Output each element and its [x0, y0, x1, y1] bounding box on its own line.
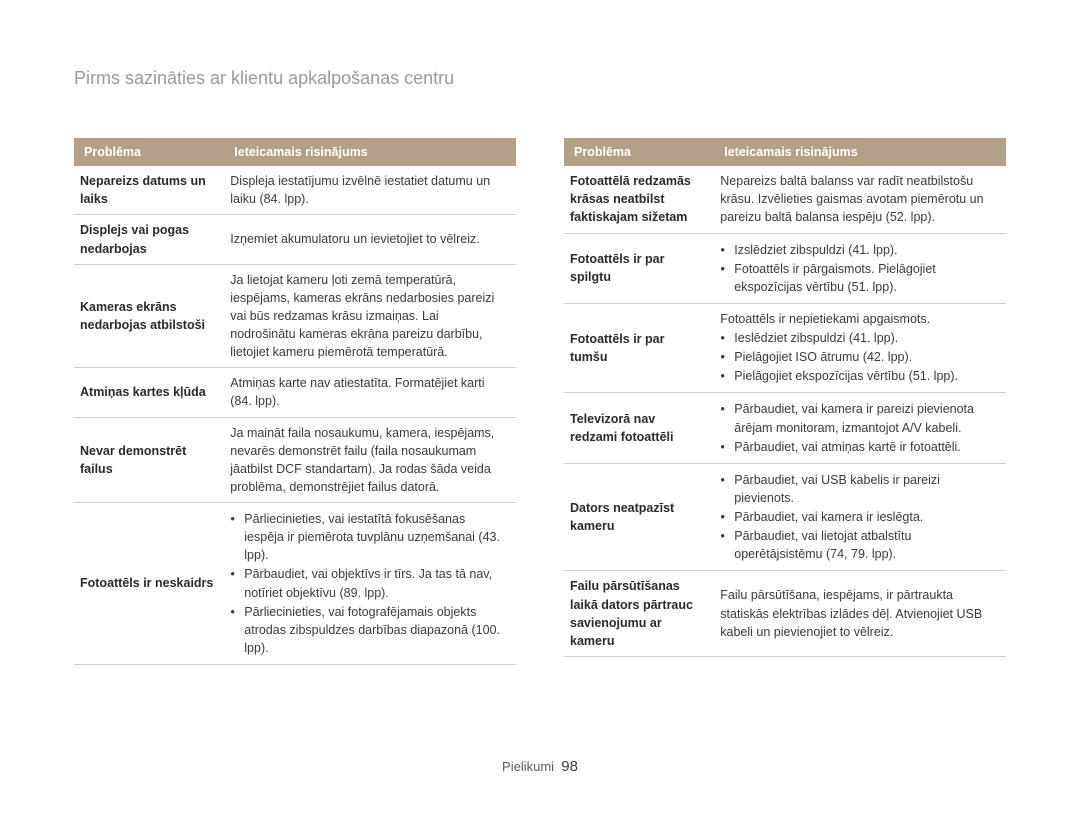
table-row: Fotoattēls ir neskaidrsPārliecinieties, …	[74, 503, 516, 665]
solution-cell: Ja maināt faila nosaukumu, kamera, iespē…	[224, 417, 516, 503]
solution-list: Izslēdziet zibspuldzi (41. lpp).Fotoattē…	[720, 241, 996, 296]
list-item: Pārbaudiet, vai objektīvs ir tīrs. Ja ta…	[230, 565, 506, 601]
list-item: Pārliecinieties, vai iestatītā fokusēšan…	[230, 510, 506, 564]
content-columns: Problēma Ieteicamais risinājums Nepareiz…	[74, 138, 1006, 665]
table-row: Kameras ekrāns nedarbojas atbilstošiJa l…	[74, 264, 516, 368]
problem-cell: Kameras ekrāns nedarbojas atbilstoši	[74, 264, 224, 368]
solution-text: Atmiņas karte nav atiestatīta. Formatēji…	[230, 374, 506, 410]
solution-cell: Ja lietojat kameru ļoti zemā temperatūrā…	[224, 264, 516, 368]
solution-cell: Izslēdziet zibspuldzi (41. lpp).Fotoattē…	[714, 233, 1006, 303]
solution-text: Izņemiet akumulatoru un ievietojiet to v…	[230, 230, 506, 248]
table-row: Televizorā nav redzami fotoattēliPārbaud…	[564, 393, 1006, 463]
solution-cell: Izņemiet akumulatoru un ievietojiet to v…	[224, 215, 516, 264]
page-footer: Pielikumi 98	[0, 758, 1080, 775]
solution-cell: Fotoattēls ir nepietiekami apgaismots.Ie…	[714, 303, 1006, 393]
table-row: Atmiņas kartes kļūdaAtmiņas karte nav at…	[74, 368, 516, 417]
solution-cell: Pārbaudiet, vai USB kabelis ir pareizi p…	[714, 463, 1006, 571]
problem-cell: Fotoattēlā redzamās krāsas neatbilst fak…	[564, 166, 714, 233]
solution-list: Ieslēdziet zibspuldzi (41. lpp).Pielāgoj…	[720, 329, 996, 385]
list-item: Pārbaudiet, vai atmiņas kartē ir fotoatt…	[720, 438, 996, 456]
solution-cell: Pārbaudiet, vai kamera ir pareizi pievie…	[714, 393, 1006, 463]
table-row: Displejs vai pogas nedarbojas Izņemiet ak…	[74, 215, 516, 264]
table-row: Fotoattēls ir par tumšuFotoattēls ir nep…	[564, 303, 1006, 393]
footer-section-label: Pielikumi	[502, 759, 554, 774]
problem-cell: Nepareizs datums un laiks	[74, 166, 224, 215]
table-header-solution: Ieteicamais risinājums	[714, 138, 1006, 166]
list-item: Pielāgojiet ISO ātrumu (42. lpp).	[720, 348, 996, 366]
table-row: Fotoattēlā redzamās krāsas neatbilst fak…	[564, 166, 1006, 233]
solution-text: Displeja iestatījumu izvēlnē iestatiet d…	[230, 172, 506, 208]
table-row: Failu pārsūtīšanas laikā dators pārtrauc…	[564, 571, 1006, 657]
list-item: Pielāgojiet ekspozīcijas vērtību (51. lp…	[720, 367, 996, 385]
problem-cell: Fotoattēls ir par tumšu	[564, 303, 714, 393]
table-row: Dators neatpazīst kameruPārbaudiet, vai …	[564, 463, 1006, 571]
problem-cell: Fotoattēls ir neskaidrs	[74, 503, 224, 665]
list-item: Izslēdziet zibspuldzi (41. lpp).	[720, 241, 996, 259]
list-item: Fotoattēls ir pārgaismots. Pielāgojiet e…	[720, 260, 996, 296]
solution-cell: Displeja iestatījumu izvēlnē iestatiet d…	[224, 166, 516, 215]
table-header-solution: Ieteicamais risinājums	[224, 138, 516, 166]
problem-cell: Televizorā nav redzami fotoattēli	[564, 393, 714, 463]
solution-list: Pārbaudiet, vai kamera ir pareizi pievie…	[720, 400, 996, 455]
troubleshooting-table-right: Problēma Ieteicamais risinājums Fotoattē…	[564, 138, 1006, 657]
table-row: Nepareizs datums un laiksDispleja iestat…	[74, 166, 516, 215]
problem-cell: Atmiņas kartes kļūda	[74, 368, 224, 417]
list-item: Pārliecinieties, vai fotografējamais obj…	[230, 603, 506, 657]
solution-text: Ja lietojat kameru ļoti zemā temperatūrā…	[230, 271, 506, 362]
problem-cell: Nevar demonstrēt failus	[74, 417, 224, 503]
problem-cell: Failu pārsūtīšanas laikā dators pārtrauc…	[564, 571, 714, 657]
problem-cell: Displejs vai pogas nedarbojas	[74, 215, 224, 264]
table-row: Nevar demonstrēt failusJa maināt faila n…	[74, 417, 516, 503]
solution-pretext: Fotoattēls ir nepietiekami apgaismots.	[720, 310, 996, 328]
list-item: Pārbaudiet, vai kamera ir pareizi pievie…	[720, 400, 996, 436]
solution-cell: Atmiņas karte nav atiestatīta. Formatēji…	[224, 368, 516, 417]
solution-text: Ja maināt faila nosaukumu, kamera, iespē…	[230, 424, 506, 497]
list-item: Ieslēdziet zibspuldzi (41. lpp).	[720, 329, 996, 347]
footer-page-number: 98	[561, 758, 578, 775]
solution-text: Failu pārsūtīšana, iespējams, ir pārtrau…	[720, 586, 996, 640]
right-column: Problēma Ieteicamais risinājums Fotoattē…	[564, 138, 1006, 665]
solution-list: Pārbaudiet, vai USB kabelis ir pareizi p…	[720, 471, 996, 564]
list-item: Pārbaudiet, vai kamera ir ieslēgta.	[720, 508, 996, 526]
list-item: Pārbaudiet, vai lietojat atbalstītu oper…	[720, 527, 996, 563]
solution-cell: Nepareizs baltā balanss var radīt neatbi…	[714, 166, 1006, 233]
solution-cell: Pārliecinieties, vai iestatītā fokusēšan…	[224, 503, 516, 665]
table-header-problem: Problēma	[564, 138, 714, 166]
left-column: Problēma Ieteicamais risinājums Nepareiz…	[74, 138, 516, 665]
problem-cell: Dators neatpazīst kameru	[564, 463, 714, 571]
solution-cell: Failu pārsūtīšana, iespējams, ir pārtrau…	[714, 571, 1006, 657]
solution-list: Pārliecinieties, vai iestatītā fokusēšan…	[230, 510, 506, 657]
table-header-problem: Problēma	[74, 138, 224, 166]
troubleshooting-table-left: Problēma Ieteicamais risinājums Nepareiz…	[74, 138, 516, 665]
page-title: Pirms sazināties ar klientu apkalpošanas…	[74, 68, 454, 89]
table-row: Fotoattēls ir par spilgtuIzslēdziet zibs…	[564, 233, 1006, 303]
solution-text: Nepareizs baltā balanss var radīt neatbi…	[720, 172, 996, 226]
problem-cell: Fotoattēls ir par spilgtu	[564, 233, 714, 303]
list-item: Pārbaudiet, vai USB kabelis ir pareizi p…	[720, 471, 996, 507]
